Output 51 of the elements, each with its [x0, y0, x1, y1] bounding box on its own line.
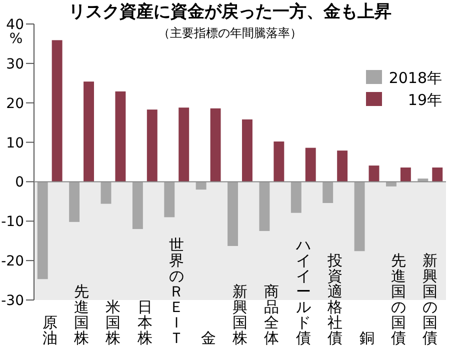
bar [274, 141, 284, 182]
bar [290, 182, 302, 213]
y-tick-label: 40 [6, 17, 24, 33]
y-tick-label: -10 [1, 214, 24, 230]
x-tick-label: 世界のＲＥＩＴ [169, 236, 184, 347]
bar [115, 91, 126, 182]
bar [228, 182, 238, 246]
bar [69, 182, 80, 222]
bar [305, 148, 316, 182]
x-tick-label: ハイイールド債 [294, 236, 311, 347]
y-tick-label: 10 [6, 135, 24, 152]
x-tick-label: 商品全体 [264, 282, 280, 347]
bar [196, 182, 206, 190]
bar [100, 182, 112, 204]
chart-title: リスク資産に資金が戻った一方、金も上昇 [68, 2, 392, 22]
y-tick-label: 0 [15, 174, 24, 191]
chart-subtitle: （主要指標の年間騰落率） [158, 26, 302, 40]
bar [337, 150, 348, 182]
bar [322, 182, 334, 204]
y-tick-label: -30 [1, 293, 24, 309]
x-tick-label: 先進国の国債 [390, 252, 406, 347]
bar [210, 108, 221, 182]
bar [432, 168, 443, 182]
bar [259, 182, 270, 231]
legend-label: 19年 [408, 91, 442, 109]
bar [178, 108, 190, 182]
bar [368, 166, 380, 182]
y-tick-label: 30 [6, 56, 24, 72]
bar [400, 168, 411, 182]
x-tick-label: 投資適格社債 [326, 252, 343, 347]
x-tick-label: 新興国株 [232, 282, 248, 347]
x-tick-label: 米国株 [104, 298, 121, 347]
bar [386, 182, 396, 186]
bar [84, 82, 94, 182]
x-tick-label: 銅 [359, 329, 374, 347]
x-tick-label: 日本株 [136, 298, 152, 347]
bar [242, 119, 252, 182]
x-tick-label: 金 [200, 329, 216, 347]
x-tick-label: 原油 [42, 314, 58, 347]
bar [52, 40, 62, 182]
bar [354, 182, 365, 252]
bar [164, 182, 175, 218]
y-tick-label: 20 [6, 96, 24, 112]
y-axis-title: % [9, 31, 23, 47]
x-tick-label: 先進国株 [73, 282, 90, 347]
bar [37, 182, 48, 280]
x-tick-label: 新興国の国債 [422, 252, 438, 347]
legend-label: 2018年 [388, 69, 442, 87]
bar [146, 110, 158, 182]
y-tick-label: -20 [1, 254, 24, 270]
bar [132, 182, 143, 230]
